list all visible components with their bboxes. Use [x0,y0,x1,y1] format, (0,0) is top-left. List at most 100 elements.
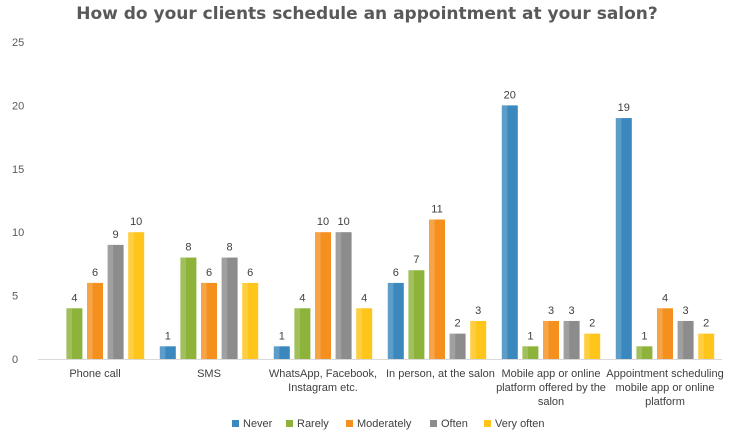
bar-highlight [501,105,508,360]
bar-rarely [180,257,197,359]
category-label: platform [645,396,685,408]
data-label: 9 [113,229,119,241]
category-label: WhatsApp, Facebook, [269,368,377,380]
bar-fill [543,320,559,359]
bar-highlight [242,282,248,359]
data-label: 11 [431,204,442,216]
legend-label: Often [441,418,468,430]
data-label: 10 [317,216,329,228]
legend-label: Very often [495,418,545,430]
bar-rarely [294,308,311,359]
category-label: mobile app or online [615,382,714,394]
bar-fill [294,308,311,359]
data-label: 6 [92,267,98,279]
bar-fill [677,320,694,359]
data-label: 4 [71,292,77,304]
y-tick-label: 25 [12,37,24,49]
bar-fill [335,232,352,359]
bar-rarely [636,346,653,359]
bar-fill [563,320,580,359]
data-label: 2 [455,318,461,330]
bar-very-often [128,232,145,359]
y-tick-label: 10 [12,227,24,239]
bar-fill [636,346,653,359]
legend-label: Never [243,418,273,430]
bar-highlight [221,257,228,359]
data-label: 3 [569,305,575,317]
data-label: 19 [618,102,630,114]
bar-never [273,346,290,359]
bar-highlight [128,232,134,359]
bar-fill [180,257,197,359]
category-label: Instagram etc. [288,382,358,394]
legend-item: Never [232,418,273,430]
bar-fill [429,219,445,359]
bar-very-often [242,282,259,359]
bar-often [677,320,694,359]
data-label: 6 [393,267,399,279]
bar-highlight [294,308,300,359]
bar-fill [159,346,176,359]
bar-highlight [449,333,456,359]
legend-item: Rarely [286,418,329,430]
data-label: 4 [361,292,367,304]
bar-fill [470,320,487,359]
bar-fill [201,282,217,359]
legend-swatch [286,420,293,427]
bar-highlight [335,232,342,359]
legend-label: Rarely [297,418,329,430]
data-label: 20 [504,89,516,101]
y-tick-label: 5 [12,291,18,303]
data-label: 6 [247,267,253,279]
bar-rarely [408,270,425,359]
bar-fill [408,270,425,359]
bar-fill [242,282,259,359]
bar-highlight [315,232,321,359]
bar-highlight [636,346,642,359]
data-label: 6 [206,267,212,279]
legend-swatch [346,420,353,427]
bar-rarely [522,346,539,359]
bar-fill [615,118,632,359]
bar-highlight [563,320,570,359]
bar-fill [315,232,331,359]
bar-often [335,232,352,359]
category-label: Mobile app or online [501,368,600,380]
bar-moderately [315,232,331,359]
bar-highlight [657,308,663,359]
category-label: In person, at the salon [386,368,495,380]
data-label: 3 [683,305,689,317]
bar-fill [698,333,715,359]
bar-fill [584,333,601,359]
bar-fill [87,282,103,359]
legend-item: Moderately [346,418,412,430]
bar-highlight [677,320,684,359]
legend-label: Moderately [357,418,412,430]
bar-highlight [356,308,362,359]
bar-moderately [657,308,673,359]
bar-highlight [522,346,528,359]
data-label: 2 [589,318,595,330]
bar-highlight [273,346,280,359]
bar-often [221,257,238,359]
data-label: 1 [641,330,647,342]
legend-swatch [484,420,491,427]
bar-fill [501,105,518,360]
bar-fill [522,346,539,359]
bar-moderately [87,282,103,359]
bar-very-often [356,308,373,359]
bar-fill [66,308,83,359]
bar-moderately [201,282,217,359]
data-label: 7 [413,254,419,266]
bar-fill [221,257,238,359]
bar-very-often [698,333,715,359]
bar-fill [449,333,466,359]
bar-never [501,105,518,360]
bar-often [449,333,466,359]
data-label: 1 [165,330,171,342]
legend-item: Very often [484,418,545,430]
category-label: salon [538,396,564,408]
bar-highlight [66,308,72,359]
bar-rarely [66,308,83,359]
